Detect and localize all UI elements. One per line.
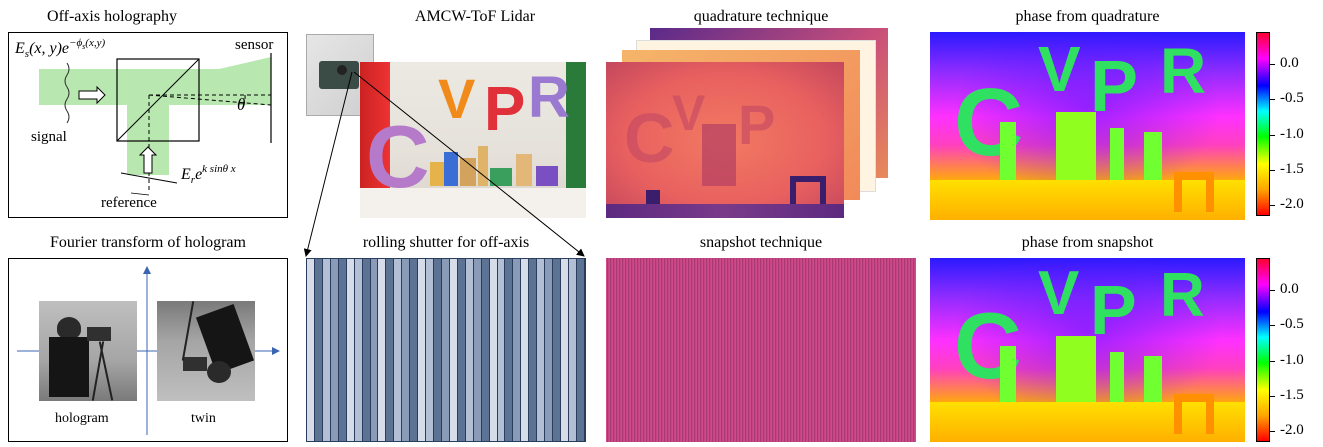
shutter-stripe <box>568 259 577 441</box>
colorbar-tick <box>1270 289 1275 291</box>
shutter-stripe <box>521 259 530 441</box>
colorbar-tick <box>1270 431 1275 433</box>
colorbar-tick <box>1270 170 1275 171</box>
colorbar-tick-label: -2.0 <box>1280 422 1304 439</box>
shutter-stripe <box>314 259 323 441</box>
shutter-stripe <box>529 259 538 441</box>
reference-label: reference <box>101 195 157 211</box>
shutter-stripe <box>394 259 403 441</box>
shutter-stripe <box>465 259 474 441</box>
fourier-diagram: hologram twin <box>8 258 288 442</box>
shutter-stripe <box>338 259 347 441</box>
scene-letter-p: P <box>484 75 526 144</box>
colorbar-tick-label: -1.5 <box>1280 387 1304 403</box>
signal-arrow <box>78 85 106 105</box>
shutter-stripe <box>553 259 561 441</box>
shutter-stripe <box>322 259 331 441</box>
title-quadrature: quadrature technique <box>693 8 829 25</box>
colorbar-tick <box>1270 63 1275 65</box>
title-snapshot: snapshot technique <box>699 234 823 251</box>
shutter-stripe <box>362 259 371 441</box>
shutter-stripe <box>370 259 379 441</box>
offaxis-svg: Es(x, y)e−ϕs(x,y) Erek sinθ x <box>14 37 272 196</box>
reference-arrow <box>138 146 158 174</box>
shutter-stripe <box>418 259 427 441</box>
shutter-stripe <box>346 259 355 441</box>
title-phase-snapshot: phase from snapshot <box>1021 234 1154 251</box>
signal-wave <box>64 62 70 124</box>
colorbar-tick-label: -1.0 <box>1280 351 1304 368</box>
output-beam <box>219 57 271 105</box>
shutter-stripe <box>489 259 498 441</box>
rolling-shutter-image <box>306 258 586 442</box>
shutter-stripe <box>434 259 442 441</box>
theta-label: θ <box>237 95 246 114</box>
snapshot-image <box>606 258 916 442</box>
shutter-stripe <box>561 259 569 441</box>
sensor-label: sensor <box>235 37 274 53</box>
shutter-stripe <box>457 259 466 441</box>
er-formula: Erek sinθ x <box>180 163 236 186</box>
shutter-stripe <box>537 259 546 441</box>
shutter-stripe <box>330 259 339 441</box>
title-lidar: AMCW-ToF Lidar <box>414 8 536 25</box>
title-offaxis: Off-axis holography <box>47 8 177 25</box>
colorbar-tick-label: 0.0 <box>1280 54 1299 71</box>
shutter-stripe <box>576 259 585 441</box>
shutter-stripe <box>505 259 514 441</box>
colorbar-tick <box>1270 134 1275 136</box>
hologram-label: hologram <box>55 411 109 426</box>
colorbar-tick <box>1270 325 1275 327</box>
shutter-stripe <box>307 259 315 441</box>
colorbar-tick-label: -0.5 <box>1280 316 1304 333</box>
scene-letter-v: V <box>438 67 476 130</box>
title-fourier: Fourier transform of hologram <box>50 234 246 251</box>
shutter-stripe <box>378 259 387 441</box>
beamsplitter <box>116 58 200 142</box>
colorbar-quadrature <box>1256 32 1270 216</box>
shutter-stripe <box>441 259 450 441</box>
shutter-stripe <box>410 259 419 441</box>
phase-quadrature-image: C V P R <box>930 32 1245 220</box>
shutter-stripe <box>386 259 395 441</box>
phase-snapshot-image: C V P R <box>930 258 1245 442</box>
twin-label: twin <box>191 411 216 426</box>
lidar-arrows <box>303 71 585 257</box>
shutter-stripe <box>449 259 458 441</box>
colorbar-tick-label: -2.0 <box>1280 196 1304 213</box>
hologram-image <box>39 301 137 401</box>
shutter-stripe <box>402 259 411 441</box>
colorbar-tick <box>1270 396 1275 397</box>
colorbar-tick <box>1270 205 1275 207</box>
shutter-stripe <box>473 259 482 441</box>
shutter-stripe <box>481 259 490 441</box>
shutter-stripe <box>426 259 434 441</box>
es-formula: Es(x, y)e−ϕs(x,y) <box>14 37 105 60</box>
colorbar-snapshot <box>1256 258 1270 442</box>
signal-beam <box>39 69 249 105</box>
colorbar-tick-label: -1.5 <box>1280 161 1304 177</box>
title-rolling: rolling shutter for off-axis <box>362 234 530 251</box>
colorbar-tick <box>1270 99 1275 101</box>
offaxis-diagram: Es(x, y)e−ϕs(x,y) Erek sinθ x sensor sig… <box>8 32 288 218</box>
signal-label: signal <box>31 129 67 145</box>
title-phase-quadrature: phase from quadrature <box>1015 8 1160 25</box>
shutter-stripe <box>513 259 522 441</box>
colorbar-tick-label: 0.0 <box>1280 280 1299 297</box>
colorbar-tick-label: -1.0 <box>1280 125 1304 142</box>
twin-image <box>157 301 255 401</box>
colorbar-tick-label: -0.5 <box>1280 90 1304 107</box>
shutter-stripe <box>545 259 554 441</box>
quadrature-frame-1: C V P <box>606 62 844 218</box>
shutter-stripe <box>497 259 506 441</box>
scene-letter-r: R <box>528 65 570 130</box>
colorbar-tick <box>1270 360 1275 362</box>
shutter-stripe <box>354 259 363 441</box>
